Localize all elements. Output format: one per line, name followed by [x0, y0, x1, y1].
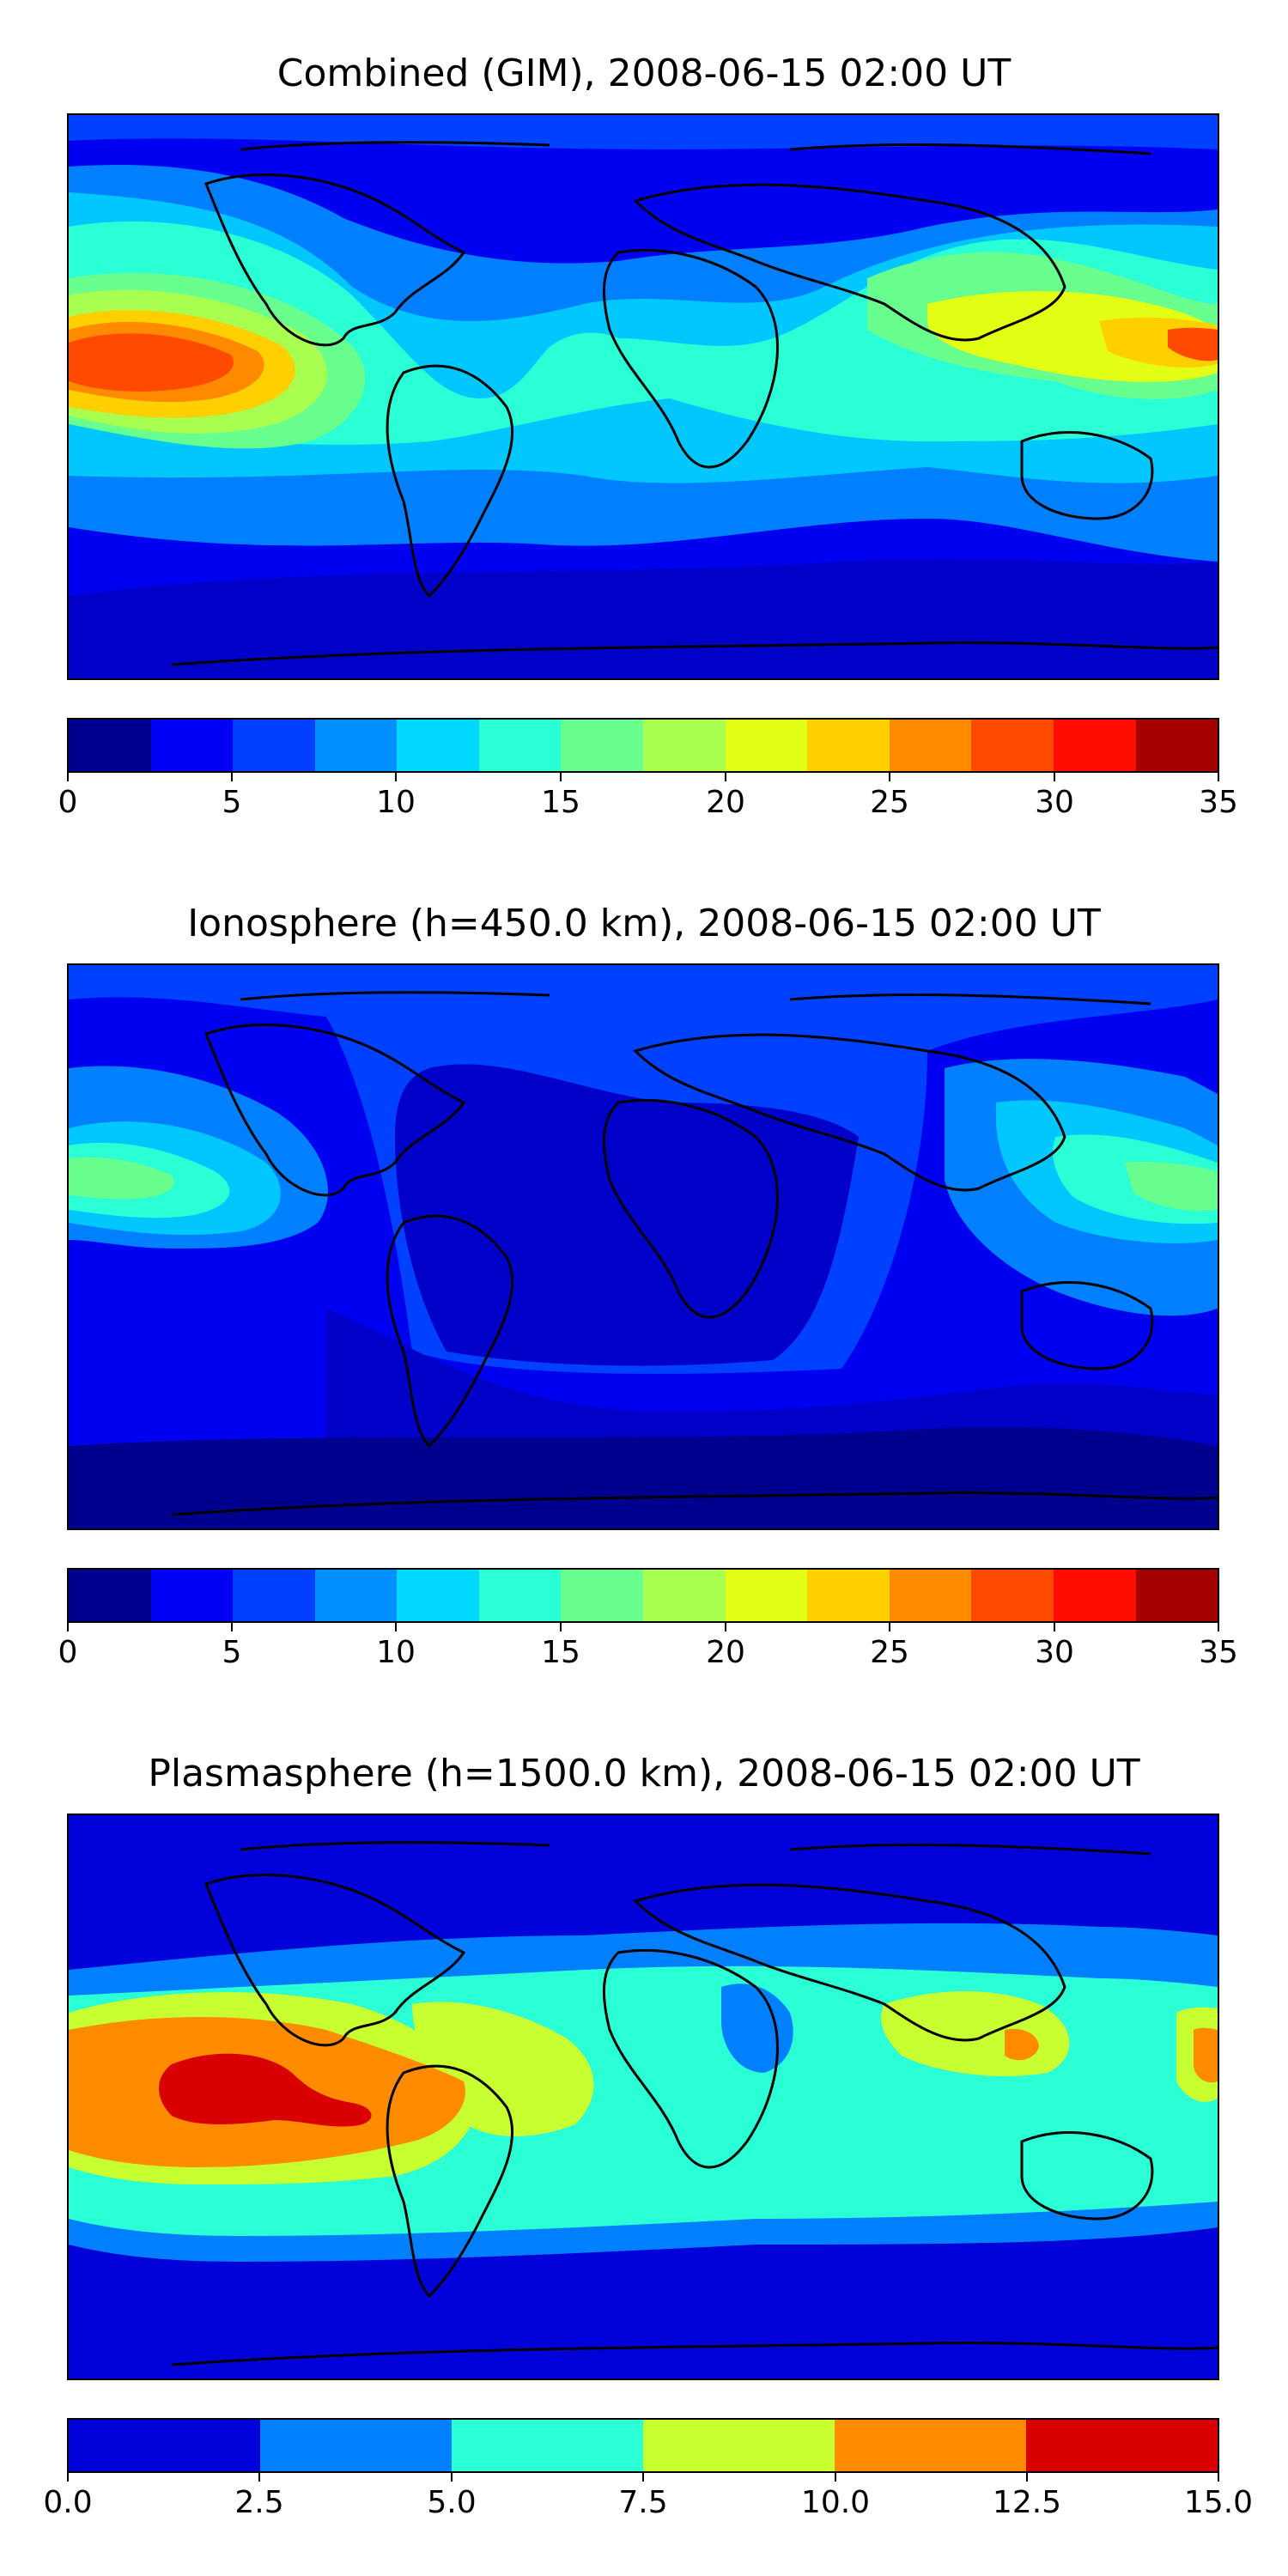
colorbar-ionosphere-seg — [69, 1570, 151, 1621]
colorbar-ionosphere-seg — [807, 1570, 890, 1621]
tick-mark — [395, 773, 397, 781]
tick-mark — [1026, 2473, 1028, 2482]
panel-title-ionosphere: Ionosphere (h=450.0 km), 2008-06-15 02:0… — [187, 902, 1101, 945]
colorbar-ionosphere-seg — [889, 1570, 972, 1621]
map-plasmasphere-field — [69, 1815, 1218, 2379]
colorbar-tick-label: 10 — [376, 785, 416, 820]
colorbar-plasmasphere — [67, 2418, 1219, 2473]
colorbar-combined-seg — [807, 720, 890, 771]
panel-title-plasmasphere: Plasmasphere (h=1500.0 km), 2008-06-15 0… — [148, 1752, 1140, 1795]
colorbar-combined-seg — [971, 720, 1054, 771]
colorbar-tick-label: 10 — [376, 1635, 416, 1670]
tick-mark — [231, 773, 233, 781]
colorbar-combined-seg — [561, 720, 644, 771]
colorbar-combined-seg — [725, 720, 808, 771]
colorbar-combined-seg — [397, 720, 479, 771]
tick-mark — [1218, 773, 1219, 781]
colorbar-plasmasphere-seg — [260, 2420, 452, 2471]
tick-mark — [1218, 1623, 1219, 1631]
panel-title-combined: Combined (GIM), 2008-06-15 02:00 UT — [276, 52, 1012, 95]
tick-mark — [889, 773, 890, 781]
tick-mark — [725, 1623, 726, 1631]
colorbar-combined-seg — [478, 720, 562, 771]
tick-mark — [451, 2473, 453, 2482]
tick-mark — [560, 773, 562, 781]
tick-mark — [560, 1623, 562, 1631]
colorbar-combined — [67, 718, 1219, 773]
map-combined — [67, 113, 1219, 680]
colorbar-ionosphere-seg — [150, 1570, 234, 1621]
colorbar-ionosphere-seg — [1135, 1570, 1218, 1621]
colorbar-tick-label: 30 — [1035, 1635, 1074, 1670]
colorbar-tick-label: 15 — [541, 785, 580, 820]
colorbar-ionosphere-seg — [478, 1570, 562, 1621]
colorbar-tick-label: 12.5 — [992, 2485, 1062, 2520]
colorbar-tick-label: 25 — [870, 1635, 909, 1670]
tick-mark — [258, 2473, 260, 2482]
colorbar-combined-seg — [1135, 720, 1218, 771]
colorbar-tick-label: 10.0 — [800, 2485, 871, 2520]
colorbar-ionosphere-seg — [971, 1570, 1054, 1621]
colorbar-plasmasphere-seg — [643, 2420, 835, 2471]
colorbar-combined-seg — [69, 720, 151, 771]
colorbar-tick-label: 20 — [706, 1635, 745, 1670]
tick-mark — [725, 773, 726, 781]
colorbar-plasmasphere-seg — [452, 2420, 643, 2471]
map-plasmasphere — [67, 1814, 1219, 2380]
colorbar-tick-label: 15 — [541, 1635, 580, 1670]
tick-mark — [67, 1623, 69, 1631]
colorbar-plasmasphere-seg — [69, 2420, 260, 2471]
tick-mark — [67, 773, 69, 781]
colorbar-plasmasphere-seg — [835, 2420, 1026, 2471]
colorbar-tick-label: 5.0 — [427, 2485, 477, 2520]
colorbar-ionosphere-seg — [725, 1570, 808, 1621]
colorbar-tick-label: 0.0 — [43, 2485, 93, 2520]
colorbar-tick-label: 35 — [1199, 785, 1238, 820]
map-combined-field — [69, 115, 1218, 678]
tick-mark — [1218, 2473, 1219, 2482]
tick-mark — [889, 1623, 890, 1631]
colorbar-ionosphere-seg — [397, 1570, 479, 1621]
colorbar-tick-label: 5 — [222, 1635, 242, 1670]
colorbar-tick-label: 30 — [1035, 785, 1074, 820]
tick-mark — [642, 2473, 644, 2482]
map-ionosphere — [67, 963, 1219, 1530]
colorbar-tick-label: 2.5 — [234, 2485, 284, 2520]
colorbar-combined-seg — [1053, 720, 1136, 771]
colorbar-ionosphere-seg — [561, 1570, 644, 1621]
colorbar-tick-label: 20 — [706, 785, 745, 820]
colorbar-combined-seg — [643, 720, 726, 771]
colorbar-combined-seg — [314, 720, 398, 771]
colorbar-tick-label: 25 — [870, 785, 909, 820]
colorbar-tick-label: 7.5 — [618, 2485, 668, 2520]
tick-mark — [231, 1623, 233, 1631]
map-ionosphere-field — [69, 965, 1218, 1528]
colorbar-combined-seg — [150, 720, 234, 771]
colorbar-plasmasphere-seg — [1026, 2420, 1218, 2471]
colorbar-ionosphere-seg — [233, 1570, 315, 1621]
tick-mark — [67, 2473, 69, 2482]
colorbar-ionosphere-seg — [643, 1570, 726, 1621]
tick-mark — [1054, 773, 1055, 781]
tick-mark — [1054, 1623, 1055, 1631]
colorbar-ionosphere-seg — [1053, 1570, 1136, 1621]
colorbar-tick-label: 0 — [58, 1635, 78, 1670]
colorbar-ionosphere — [67, 1568, 1219, 1623]
colorbar-ionosphere-seg — [314, 1570, 398, 1621]
tick-mark — [395, 1623, 397, 1631]
colorbar-tick-label: 0 — [58, 785, 78, 820]
tick-mark — [835, 2473, 836, 2482]
colorbar-combined-seg — [233, 720, 315, 771]
colorbar-tick-label: 15.0 — [1183, 2485, 1254, 2520]
colorbar-tick-label: 35 — [1199, 1635, 1238, 1670]
colorbar-combined-seg — [889, 720, 972, 771]
colorbar-tick-label: 5 — [222, 785, 242, 820]
